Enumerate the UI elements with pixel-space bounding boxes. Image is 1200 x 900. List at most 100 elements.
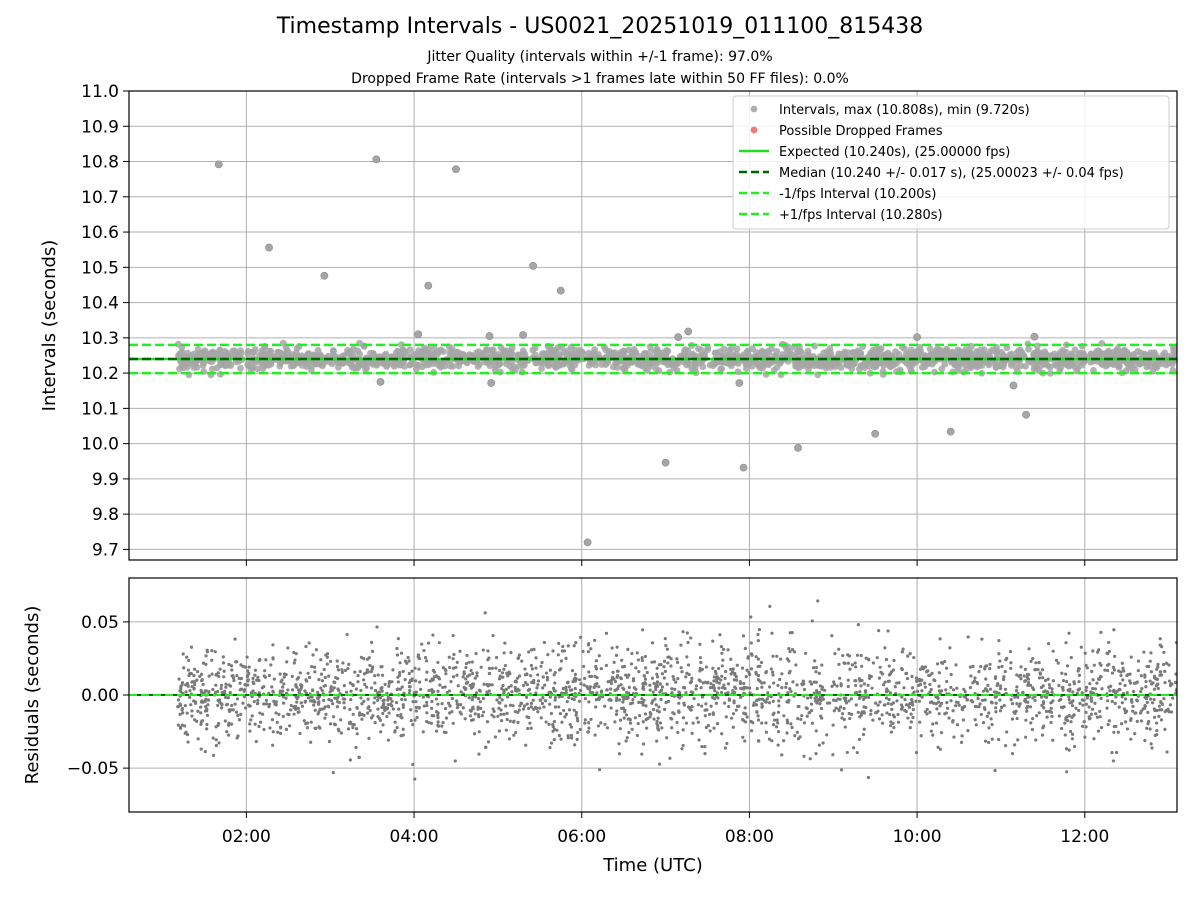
residual-point xyxy=(777,704,781,708)
residual-point xyxy=(597,697,601,701)
residual-point xyxy=(1123,697,1128,701)
residual-point xyxy=(780,672,784,676)
residual-point xyxy=(326,704,330,708)
residual-point xyxy=(572,644,576,648)
residual-point xyxy=(973,704,978,709)
residual-point xyxy=(691,721,695,725)
residual-point xyxy=(776,721,780,725)
residual-point xyxy=(669,664,673,668)
residual-point xyxy=(767,685,772,689)
residual-point xyxy=(226,723,231,727)
residual-point xyxy=(1152,687,1157,691)
residual-point xyxy=(1071,690,1075,694)
residual-point xyxy=(603,722,607,726)
residual-point xyxy=(662,676,666,680)
residual-point xyxy=(188,695,192,699)
residual-point xyxy=(1093,701,1097,705)
residual-point xyxy=(1098,709,1102,714)
residual-point xyxy=(949,685,953,689)
residual-point xyxy=(984,677,988,681)
residual-point xyxy=(1084,710,1088,714)
residual-point xyxy=(748,686,752,690)
residual-point xyxy=(845,750,849,755)
interval-point xyxy=(1062,348,1070,356)
residual-point xyxy=(640,697,644,701)
residual-point xyxy=(988,662,992,666)
residual-point xyxy=(1110,750,1114,755)
residual-point xyxy=(723,686,727,691)
residual-point xyxy=(508,703,513,707)
residual-point xyxy=(626,647,630,651)
residual-point xyxy=(1041,676,1045,680)
residual-point xyxy=(482,682,486,686)
residual-point xyxy=(643,677,648,681)
residual-point xyxy=(304,678,308,682)
residual-point xyxy=(483,611,487,615)
residual-point xyxy=(290,688,295,692)
residual-point xyxy=(234,660,238,664)
residual-point xyxy=(243,688,247,692)
residual-point xyxy=(541,696,545,700)
interval-point xyxy=(334,363,342,371)
residual-point xyxy=(789,722,793,726)
residual-point xyxy=(743,739,747,743)
residual-point xyxy=(1100,687,1104,691)
residual-point xyxy=(831,698,836,702)
residual-point xyxy=(1063,733,1067,737)
residual-point xyxy=(583,718,587,722)
residual-point xyxy=(186,684,190,688)
residual-point xyxy=(587,726,591,730)
residual-point xyxy=(380,689,384,693)
residual-point xyxy=(1120,701,1124,705)
residual-point xyxy=(1051,649,1055,653)
residual-point xyxy=(356,674,360,678)
residual-point xyxy=(332,686,336,690)
residual-point xyxy=(568,722,572,727)
residual-point xyxy=(920,689,924,693)
residual-point xyxy=(430,677,434,681)
residual-point xyxy=(1164,661,1169,665)
interval-point xyxy=(245,348,252,356)
residual-point xyxy=(1070,732,1075,736)
outlier-point xyxy=(684,327,693,336)
residual-point xyxy=(771,681,776,685)
residual-point xyxy=(1131,704,1135,708)
residual-point xyxy=(1167,710,1171,714)
residual-point xyxy=(617,742,621,746)
residual-point xyxy=(1144,679,1148,684)
residual-point xyxy=(485,682,489,687)
residual-point xyxy=(901,647,905,651)
dropped-frame-rate-subtitle: Dropped Frame Rate (intervals >1 frames … xyxy=(351,71,849,87)
residual-point xyxy=(1135,698,1139,702)
residual-point xyxy=(944,711,948,715)
residual-point xyxy=(540,701,544,705)
interval-point xyxy=(591,346,599,354)
residual-point xyxy=(473,732,477,736)
residual-point xyxy=(278,690,282,695)
residual-point xyxy=(328,659,333,664)
residual-point xyxy=(576,730,580,735)
outlier-point xyxy=(794,443,802,452)
residual-point xyxy=(467,660,471,664)
residual-point xyxy=(547,722,551,726)
residual-point xyxy=(497,706,501,710)
residual-point xyxy=(698,679,702,683)
residual-point xyxy=(735,663,739,667)
residual-point xyxy=(760,685,764,689)
residual-point xyxy=(557,705,561,709)
residual-point xyxy=(1009,697,1013,702)
residual-point xyxy=(730,670,735,674)
residual-point xyxy=(1014,689,1019,693)
outlier-point xyxy=(320,271,329,280)
residual-point xyxy=(464,662,468,666)
residual-point xyxy=(1027,673,1031,677)
residual-point xyxy=(318,726,322,730)
residual-point xyxy=(393,720,397,724)
residual-point xyxy=(762,681,766,685)
residual-point xyxy=(451,675,456,679)
residual-point xyxy=(478,689,482,693)
residual-point xyxy=(284,672,288,677)
residual-point xyxy=(1143,738,1147,743)
residual-point xyxy=(556,653,560,657)
residual-point xyxy=(630,651,634,656)
